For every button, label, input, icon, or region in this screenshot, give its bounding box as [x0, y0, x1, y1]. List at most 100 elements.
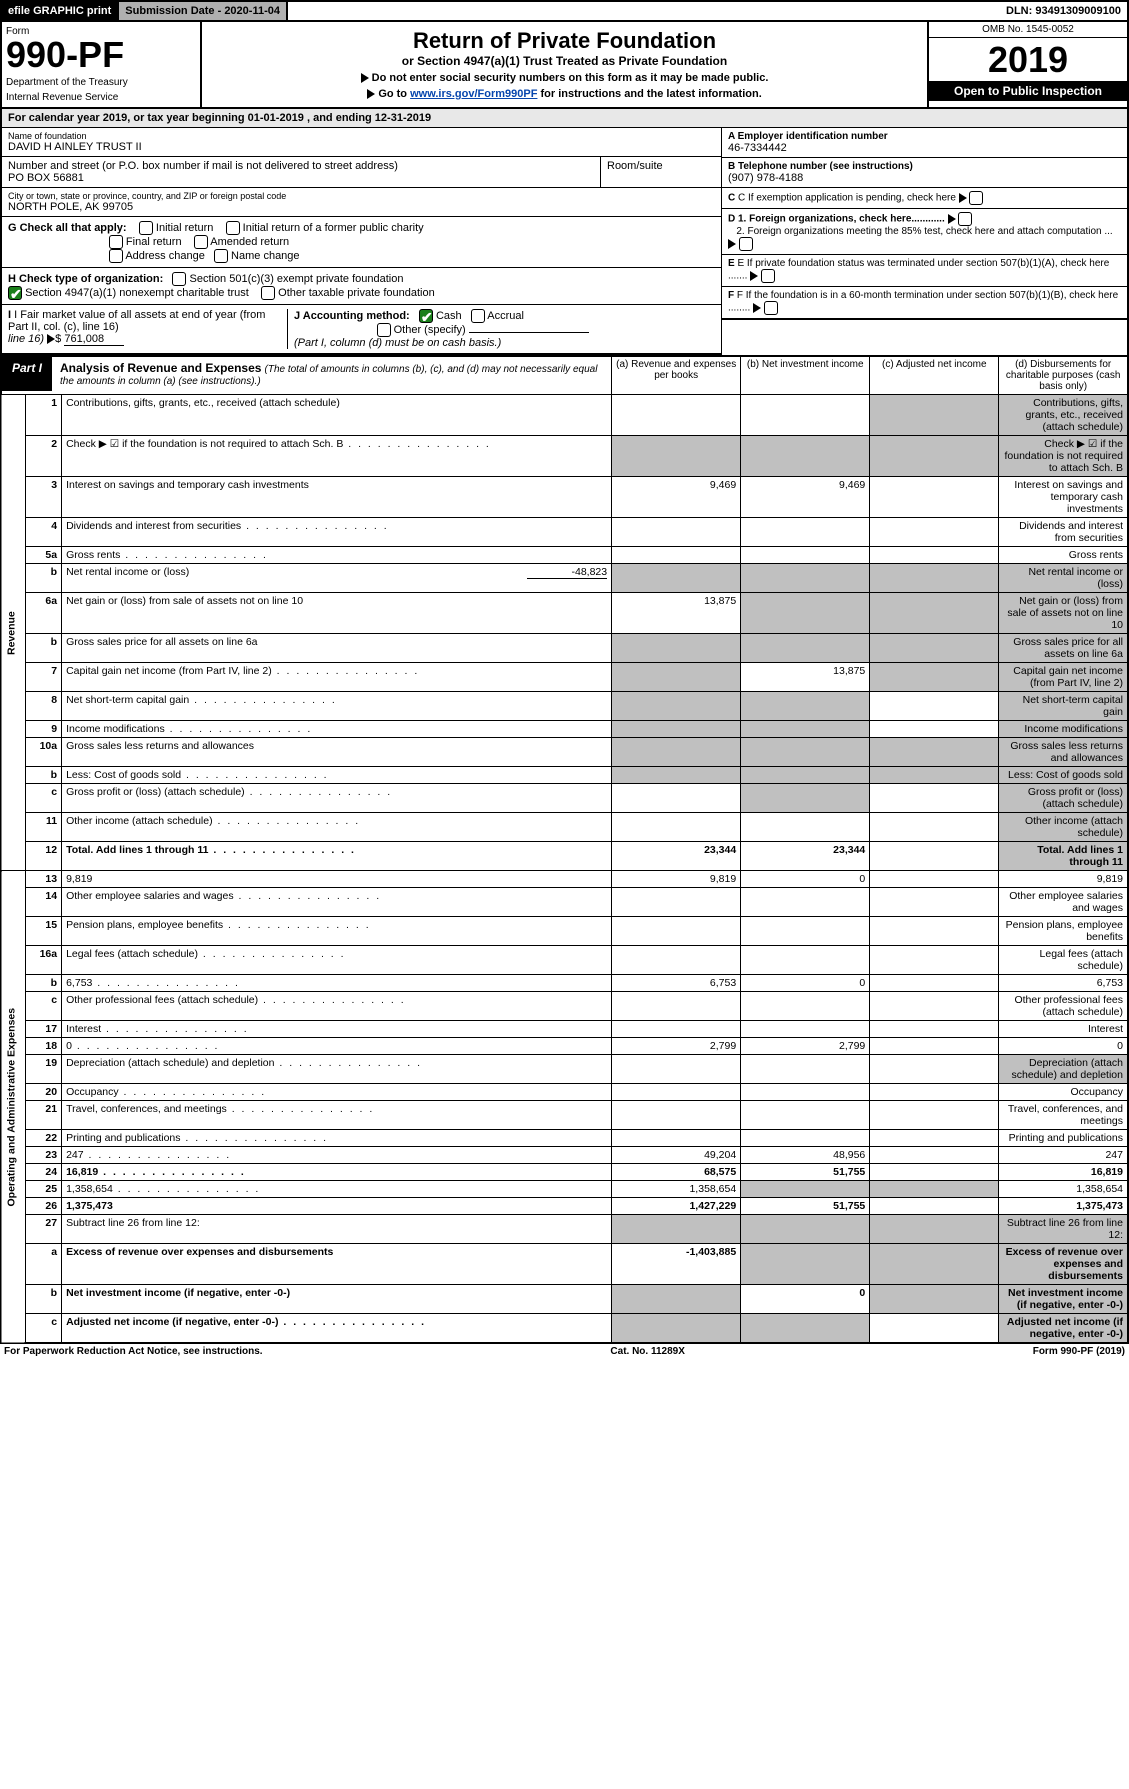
cash-checkbox[interactable]	[419, 309, 433, 323]
line-number: a	[26, 1244, 62, 1285]
table-row: bNet investment income (if negative, ent…	[1, 1285, 1128, 1314]
city-state-zip: NORTH POLE, AK 99705	[8, 201, 715, 213]
line-number: c	[26, 992, 62, 1021]
amended-return-checkbox[interactable]	[194, 235, 208, 249]
line-number: b	[26, 767, 62, 784]
foreign-85-checkbox[interactable]	[739, 237, 753, 251]
line-number: 20	[26, 1084, 62, 1101]
line-description: Other income (attach schedule)	[62, 813, 612, 842]
table-row: 16aLegal fees (attach schedule)Legal fee…	[1, 946, 1128, 975]
line-description: Gross profit or (loss) (attach schedule)	[62, 784, 612, 813]
dln: DLN: 93491309009100	[1000, 2, 1127, 20]
line-description: Income modifications	[62, 721, 612, 738]
line-number: 22	[26, 1130, 62, 1147]
table-row: 22Printing and publicationsPrinting and …	[1, 1130, 1128, 1147]
omb-number: OMB No. 1545-0052	[929, 22, 1127, 38]
line-number: b	[26, 634, 62, 663]
part1-title: Analysis of Revenue and Expenses (The to…	[52, 357, 611, 391]
line-description: 247	[62, 1147, 612, 1164]
line-number: c	[26, 784, 62, 813]
table-row: b6,7536,75306,753	[1, 975, 1128, 992]
line-description: Capital gain net income (from Part IV, l…	[62, 663, 612, 692]
table-row: 14Other employee salaries and wagesOther…	[1, 888, 1128, 917]
line-number: 8	[26, 692, 62, 721]
table-row: 251,358,6541,358,6541,358,654	[1, 1181, 1128, 1198]
foundation-name-cell: Name of foundation DAVID H AINLEY TRUST …	[2, 128, 721, 157]
section-g: G Check all that apply: Initial return I…	[2, 217, 721, 268]
section-h: H Check type of organization: Section 50…	[2, 268, 721, 305]
table-row: cAdjusted net income (if negative, enter…	[1, 1314, 1128, 1344]
line-number: 19	[26, 1055, 62, 1084]
line-number: 6a	[26, 593, 62, 634]
irs-link[interactable]: www.irs.gov/Form990PF	[410, 88, 537, 100]
foreign-org-checkbox[interactable]	[958, 212, 972, 226]
part1-tag: Part I	[2, 357, 52, 391]
name-change-checkbox[interactable]	[214, 249, 228, 263]
table-row: 261,375,4731,427,22951,7551,375,473	[1, 1198, 1128, 1215]
line-description: Excess of revenue over expenses and disb…	[62, 1244, 612, 1285]
line-number: 15	[26, 917, 62, 946]
note-ssn: Do not enter social security numbers on …	[208, 72, 921, 84]
line-number: 17	[26, 1021, 62, 1038]
line-description: Adjusted net income (if negative, enter …	[62, 1314, 612, 1344]
col-b-header: (b) Net investment income	[741, 356, 870, 395]
60month-checkbox[interactable]	[764, 301, 778, 315]
table-row: 9Income modificationsIncome modification…	[1, 721, 1128, 738]
table-row: cGross profit or (loss) (attach schedule…	[1, 784, 1128, 813]
dept-treasury: Department of the Treasury	[6, 77, 196, 88]
line-description: Other employee salaries and wages	[62, 888, 612, 917]
exemption-pending-checkbox[interactable]	[969, 191, 983, 205]
final-return-checkbox[interactable]	[109, 235, 123, 249]
ein-cell: A Employer identification number 46-7334…	[722, 128, 1127, 158]
line-number: 14	[26, 888, 62, 917]
line-number: 25	[26, 1181, 62, 1198]
line-description: Depreciation (attach schedule) and deple…	[62, 1055, 612, 1084]
table-row: bGross sales price for all assets on lin…	[1, 634, 1128, 663]
line-number: 9	[26, 721, 62, 738]
501c3-checkbox[interactable]	[172, 272, 186, 286]
line-description: 9,819	[62, 871, 612, 888]
irs-label: Internal Revenue Service	[6, 92, 196, 103]
line-description: Pension plans, employee benefits	[62, 917, 612, 946]
section-e: E E If private foundation status was ter…	[722, 255, 1127, 287]
line-description: Net short-term capital gain	[62, 692, 612, 721]
section-i-j: I I Fair market value of all assets at e…	[2, 305, 721, 355]
table-row: aExcess of revenue over expenses and dis…	[1, 1244, 1128, 1285]
line-number: 12	[26, 842, 62, 871]
table-row: 5aGross rentsGross rents	[1, 547, 1128, 564]
line-description: Net investment income (if negative, ente…	[62, 1285, 612, 1314]
line-number: 23	[26, 1147, 62, 1164]
part1-table: Part I Analysis of Revenue and Expenses …	[0, 355, 1129, 1344]
other-taxable-checkbox[interactable]	[261, 286, 275, 300]
table-row: 8Net short-term capital gainNet short-te…	[1, 692, 1128, 721]
telephone-value: (907) 978-4188	[728, 172, 1121, 184]
street-address: PO BOX 56881	[8, 172, 594, 184]
section-side-label: Revenue	[1, 395, 26, 871]
line-description: Less: Cost of goods sold	[62, 767, 612, 784]
initial-former-checkbox[interactable]	[226, 221, 240, 235]
table-row: Revenue1Contributions, gifts, grants, et…	[1, 395, 1128, 436]
address-change-checkbox[interactable]	[109, 249, 123, 263]
accrual-checkbox[interactable]	[471, 309, 485, 323]
line-description: Other professional fees (attach schedule…	[62, 992, 612, 1021]
page-footer: For Paperwork Reduction Act Notice, see …	[0, 1344, 1129, 1359]
line-number: 13	[26, 871, 62, 888]
form-title: Return of Private Foundation	[208, 28, 921, 54]
tax-year: 2019	[929, 38, 1127, 81]
line-number: 2	[26, 436, 62, 477]
table-row: 20OccupancyOccupancy	[1, 1084, 1128, 1101]
initial-return-checkbox[interactable]	[139, 221, 153, 235]
status-terminated-checkbox[interactable]	[761, 269, 775, 283]
info-section: Name of foundation DAVID H AINLEY TRUST …	[0, 128, 1129, 355]
note-link: Go to www.irs.gov/Form990PF for instruct…	[208, 88, 921, 100]
other-method-checkbox[interactable]	[377, 323, 391, 337]
line-description: 1,375,473	[62, 1198, 612, 1215]
city-cell: City or town, state or province, country…	[2, 188, 721, 217]
table-row: 19Depreciation (attach schedule) and dep…	[1, 1055, 1128, 1084]
line-number: 27	[26, 1215, 62, 1244]
table-row: 1802,7992,7990	[1, 1038, 1128, 1055]
4947a1-checkbox[interactable]	[8, 286, 22, 300]
table-row: 10aGross sales less returns and allowanc…	[1, 738, 1128, 767]
form-footer: Form 990-PF (2019)	[1033, 1346, 1125, 1357]
line-number: 5a	[26, 547, 62, 564]
